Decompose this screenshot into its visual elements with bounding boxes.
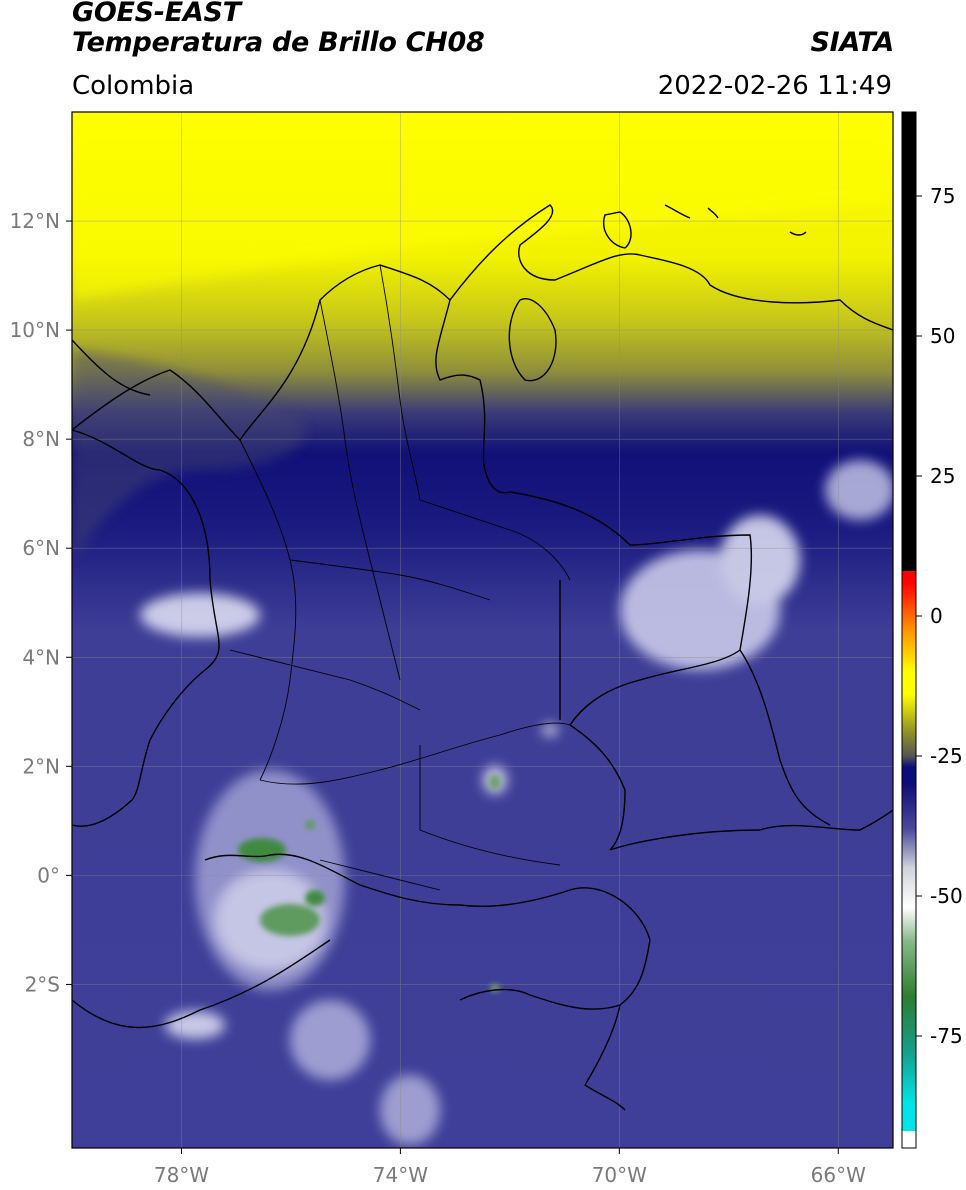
y-tick-label: 6°N [22, 536, 60, 560]
x-axis: 78°W 74°W 70°W 66°W [154, 1148, 866, 1187]
y-tick-label: 10°N [10, 318, 60, 342]
y-tick-label: 4°N [22, 645, 60, 669]
y-tick-label: 0° [37, 863, 60, 887]
x-tick-label: 74°W [373, 1163, 428, 1187]
agency-name: SIATA [810, 27, 894, 58]
region-label: Colombia [72, 71, 195, 101]
satellite-image [72, 112, 893, 1148]
y-tick-label: 12°N [10, 209, 60, 233]
colorbar-tick-label: -25 [930, 744, 963, 768]
product-title: Temperatura de Brillo CH08 [72, 27, 485, 58]
colorbar: 75 50 25 0 -25 -50 -75 [901, 111, 963, 1149]
colorbar-tick-label: -75 [930, 1024, 963, 1048]
x-tick-label: 66°W [811, 1163, 866, 1187]
boundaries [72, 204, 893, 1111]
satellite-name: GOES-EAST [72, 0, 241, 28]
x-tick-label: 78°W [154, 1163, 209, 1187]
colorbar-tick-label: 25 [930, 464, 955, 488]
y-tick-label: 2°S [25, 972, 60, 996]
y-tick-label: 2°N [22, 754, 60, 778]
timestamp-label: 2022-02-26 11:49 [657, 71, 892, 101]
y-axis: 12°N 10°N 8°N 6°N 4°N 2°N 0° 2°S [10, 209, 72, 996]
y-tick-label: 8°N [22, 427, 60, 451]
colorbar-tick-label: 50 [930, 324, 955, 348]
x-tick-label: 70°W [592, 1163, 647, 1187]
colorbar-tick-label: 0 [930, 604, 943, 628]
colorbar-tick-label: -50 [930, 884, 963, 908]
map-frame [71, 111, 894, 1149]
grid-lines [72, 112, 893, 1148]
colorbar-tick-label: 75 [930, 184, 955, 208]
